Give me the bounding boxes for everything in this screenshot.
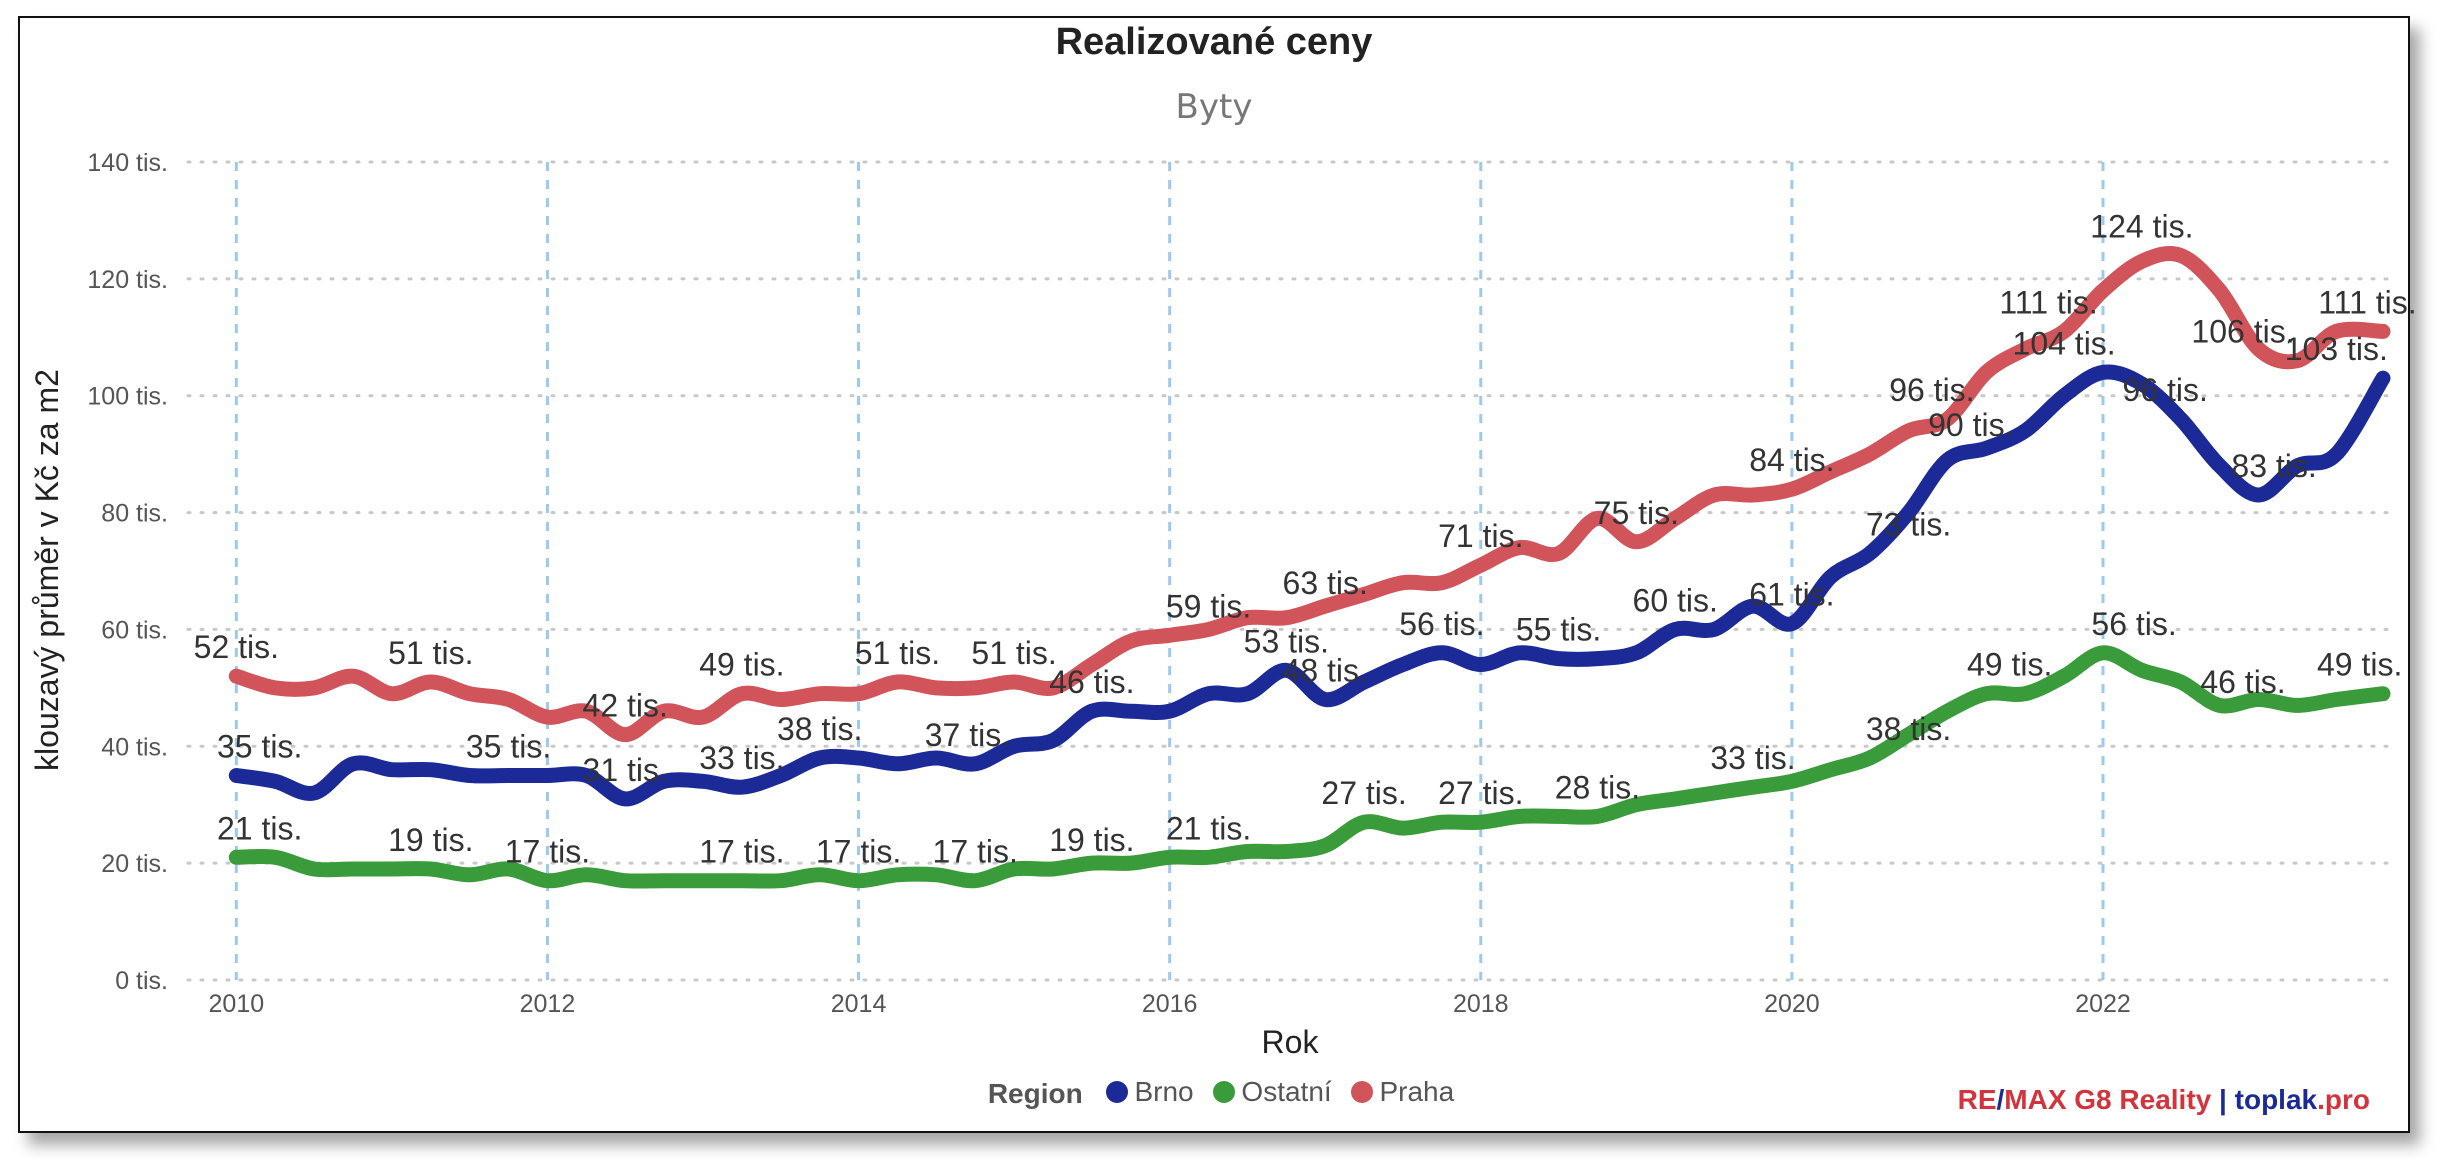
data-label-ostatni: 19 tis. <box>388 822 473 858</box>
x-tick-label: 2016 <box>1142 990 1198 1018</box>
data-label-brno: 55 tis. <box>1516 612 1601 648</box>
y-tick-label: 100 tis. <box>87 383 168 411</box>
legend-entry-praha[interactable]: Praha <box>1351 1076 1454 1108</box>
chart-subtitle: Byty <box>1176 87 1253 127</box>
brand-pro: .pro <box>2317 1084 2370 1115</box>
y-tick-label: 20 tis. <box>101 850 168 878</box>
data-label-brno: 90 tis. <box>1928 407 2013 443</box>
data-label-brno: 60 tis. <box>1633 582 1718 618</box>
data-label-brno: 104 tis. <box>2013 325 2116 361</box>
y-tick-label: 40 tis. <box>101 733 168 761</box>
data-label-brno: 31 tis. <box>583 752 668 788</box>
data-label-brno: 35 tis. <box>466 729 551 765</box>
data-label-brno: 73 tis. <box>1866 506 1951 542</box>
data-label-brno: 56 tis. <box>1399 606 1484 642</box>
legend-label-praha: Praha <box>1379 1076 1455 1107</box>
brand-max: MAX G8 Reality <box>2004 1084 2212 1115</box>
brand-toplak: toplak <box>2234 1084 2318 1115</box>
data-label-praha: 111 tis. <box>2318 284 2416 320</box>
legend-dot-ostatni <box>1213 1081 1236 1103</box>
y-tick-label: 60 tis. <box>101 616 168 644</box>
data-label-ostatni: 49 tis. <box>1967 647 2052 683</box>
data-label-brno: 37 tis. <box>925 717 1010 753</box>
x-tick-label: 2018 <box>1453 990 1509 1018</box>
data-labels: 52 tis. 51 tis. 42 tis. 49 tis. 51 tis. 51 ti… <box>194 208 2417 869</box>
chart-title: Realizované ceny <box>1056 21 1373 63</box>
data-label-ostatni: 56 tis. <box>2091 606 2176 642</box>
data-label-praha: 51 tis. <box>855 635 940 671</box>
series-line-brno <box>228 364 2391 807</box>
series-line-praha <box>228 246 2391 743</box>
data-label-ostatni: 33 tis. <box>1710 740 1795 776</box>
y-tick-label: 140 tis. <box>87 149 168 177</box>
x-axis-label: Rok <box>1262 1024 1320 1060</box>
data-label-ostatni: 17 tis. <box>505 834 590 870</box>
data-label-ostatni: 28 tis. <box>1555 769 1640 805</box>
y-tick-label: 80 tis. <box>101 500 168 528</box>
legend-entry-brno[interactable]: Brno <box>1106 1076 1194 1108</box>
brand-re: RE <box>1957 1084 1997 1115</box>
data-label-ostatni: 21 tis. <box>1166 810 1251 846</box>
data-label-brno: 48 tis. <box>1283 653 1368 689</box>
data-label-brno: 35 tis. <box>217 729 302 765</box>
series-line-ostatni <box>228 645 2391 889</box>
legend-dot-brno <box>1106 1081 1129 1103</box>
legend-label-brno: Brno <box>1134 1076 1194 1107</box>
data-label-praha: 96 tis. <box>1889 372 1974 408</box>
data-label-praha: 71 tis. <box>1438 518 1523 554</box>
data-label-praha: 124 tis. <box>2090 208 2193 244</box>
data-label-brno: 46 tis. <box>1049 664 1134 700</box>
data-label-ostatni: 21 tis. <box>217 810 302 846</box>
data-label-brno: 61 tis. <box>1749 577 1834 613</box>
data-label-ostatni: 19 tis. <box>1049 822 1134 858</box>
data-label-brno: 53 tis. <box>1244 623 1329 659</box>
x-tick-label: 2020 <box>1764 990 1820 1018</box>
axis-ticks: 0 tis. 20 tis. 40 tis. 60 tis. 80 tis. 100 ti… <box>87 149 2130 1018</box>
data-label-praha: 49 tis. <box>699 647 784 683</box>
brand-separator: | <box>2211 1084 2235 1115</box>
data-label-ostatni: 38 tis. <box>1866 711 1951 747</box>
data-label-brno: 103 tis. <box>2285 331 2388 367</box>
data-label-ostatni: 17 tis. <box>933 834 1018 870</box>
legend-entry-ostatni[interactable]: Ostatní <box>1213 1076 1332 1108</box>
legend-label-ostatni: Ostatní <box>1241 1076 1332 1107</box>
legend-dot-praha <box>1351 1081 1374 1103</box>
brand-footer: RE/MAX G8 Reality | toplak.pro <box>1958 1084 2370 1116</box>
data-label-praha: 84 tis. <box>1749 442 1834 478</box>
data-label-ostatni: 49 tis. <box>2317 647 2402 683</box>
data-label-ostatni: 27 tis. <box>1438 775 1523 811</box>
legend-title: Region <box>987 1078 1083 1109</box>
grid <box>186 160 2397 982</box>
x-tick-label: 2014 <box>831 990 887 1018</box>
data-label-ostatni: 17 tis. <box>699 834 784 870</box>
data-label-praha: 111 tis. <box>1999 284 2097 320</box>
x-tick-label: 2022 <box>2075 990 2131 1018</box>
series-lines <box>228 246 2391 889</box>
data-label-praha: 106 tis. <box>2191 314 2294 350</box>
y-tick-label: 120 tis. <box>87 266 168 294</box>
legend: Region Brno Ostatní Praha <box>0 1076 2448 1110</box>
data-label-ostatni: 17 tis. <box>816 834 901 870</box>
chart-frame <box>18 16 2410 1133</box>
x-tick-label: 2010 <box>209 990 265 1018</box>
data-label-brno: 38 tis. <box>777 711 862 747</box>
data-label-brno: 83 tis. <box>2231 448 2316 484</box>
data-label-praha: 51 tis. <box>388 635 473 671</box>
brand-slash: / <box>1996 1084 2005 1115</box>
data-label-brno: 96 tis. <box>2123 372 2208 408</box>
y-tick-label: 0 tis. <box>115 967 168 995</box>
data-label-ostatni: 27 tis. <box>1321 775 1406 811</box>
data-label-ostatni: 46 tis. <box>2200 664 2285 700</box>
data-label-praha: 59 tis. <box>1166 588 1251 624</box>
data-label-praha: 51 tis. <box>971 635 1056 671</box>
data-label-brno: 33 tis. <box>699 740 784 776</box>
x-tick-label: 2012 <box>520 990 576 1018</box>
data-label-praha: 75 tis. <box>1594 495 1679 531</box>
y-axis-label: klouzavý průměr v Kč za m2 <box>29 369 65 771</box>
data-label-praha: 52 tis. <box>194 629 279 665</box>
data-label-praha: 63 tis. <box>1283 565 1368 601</box>
data-label-praha: 42 tis. <box>583 688 668 724</box>
